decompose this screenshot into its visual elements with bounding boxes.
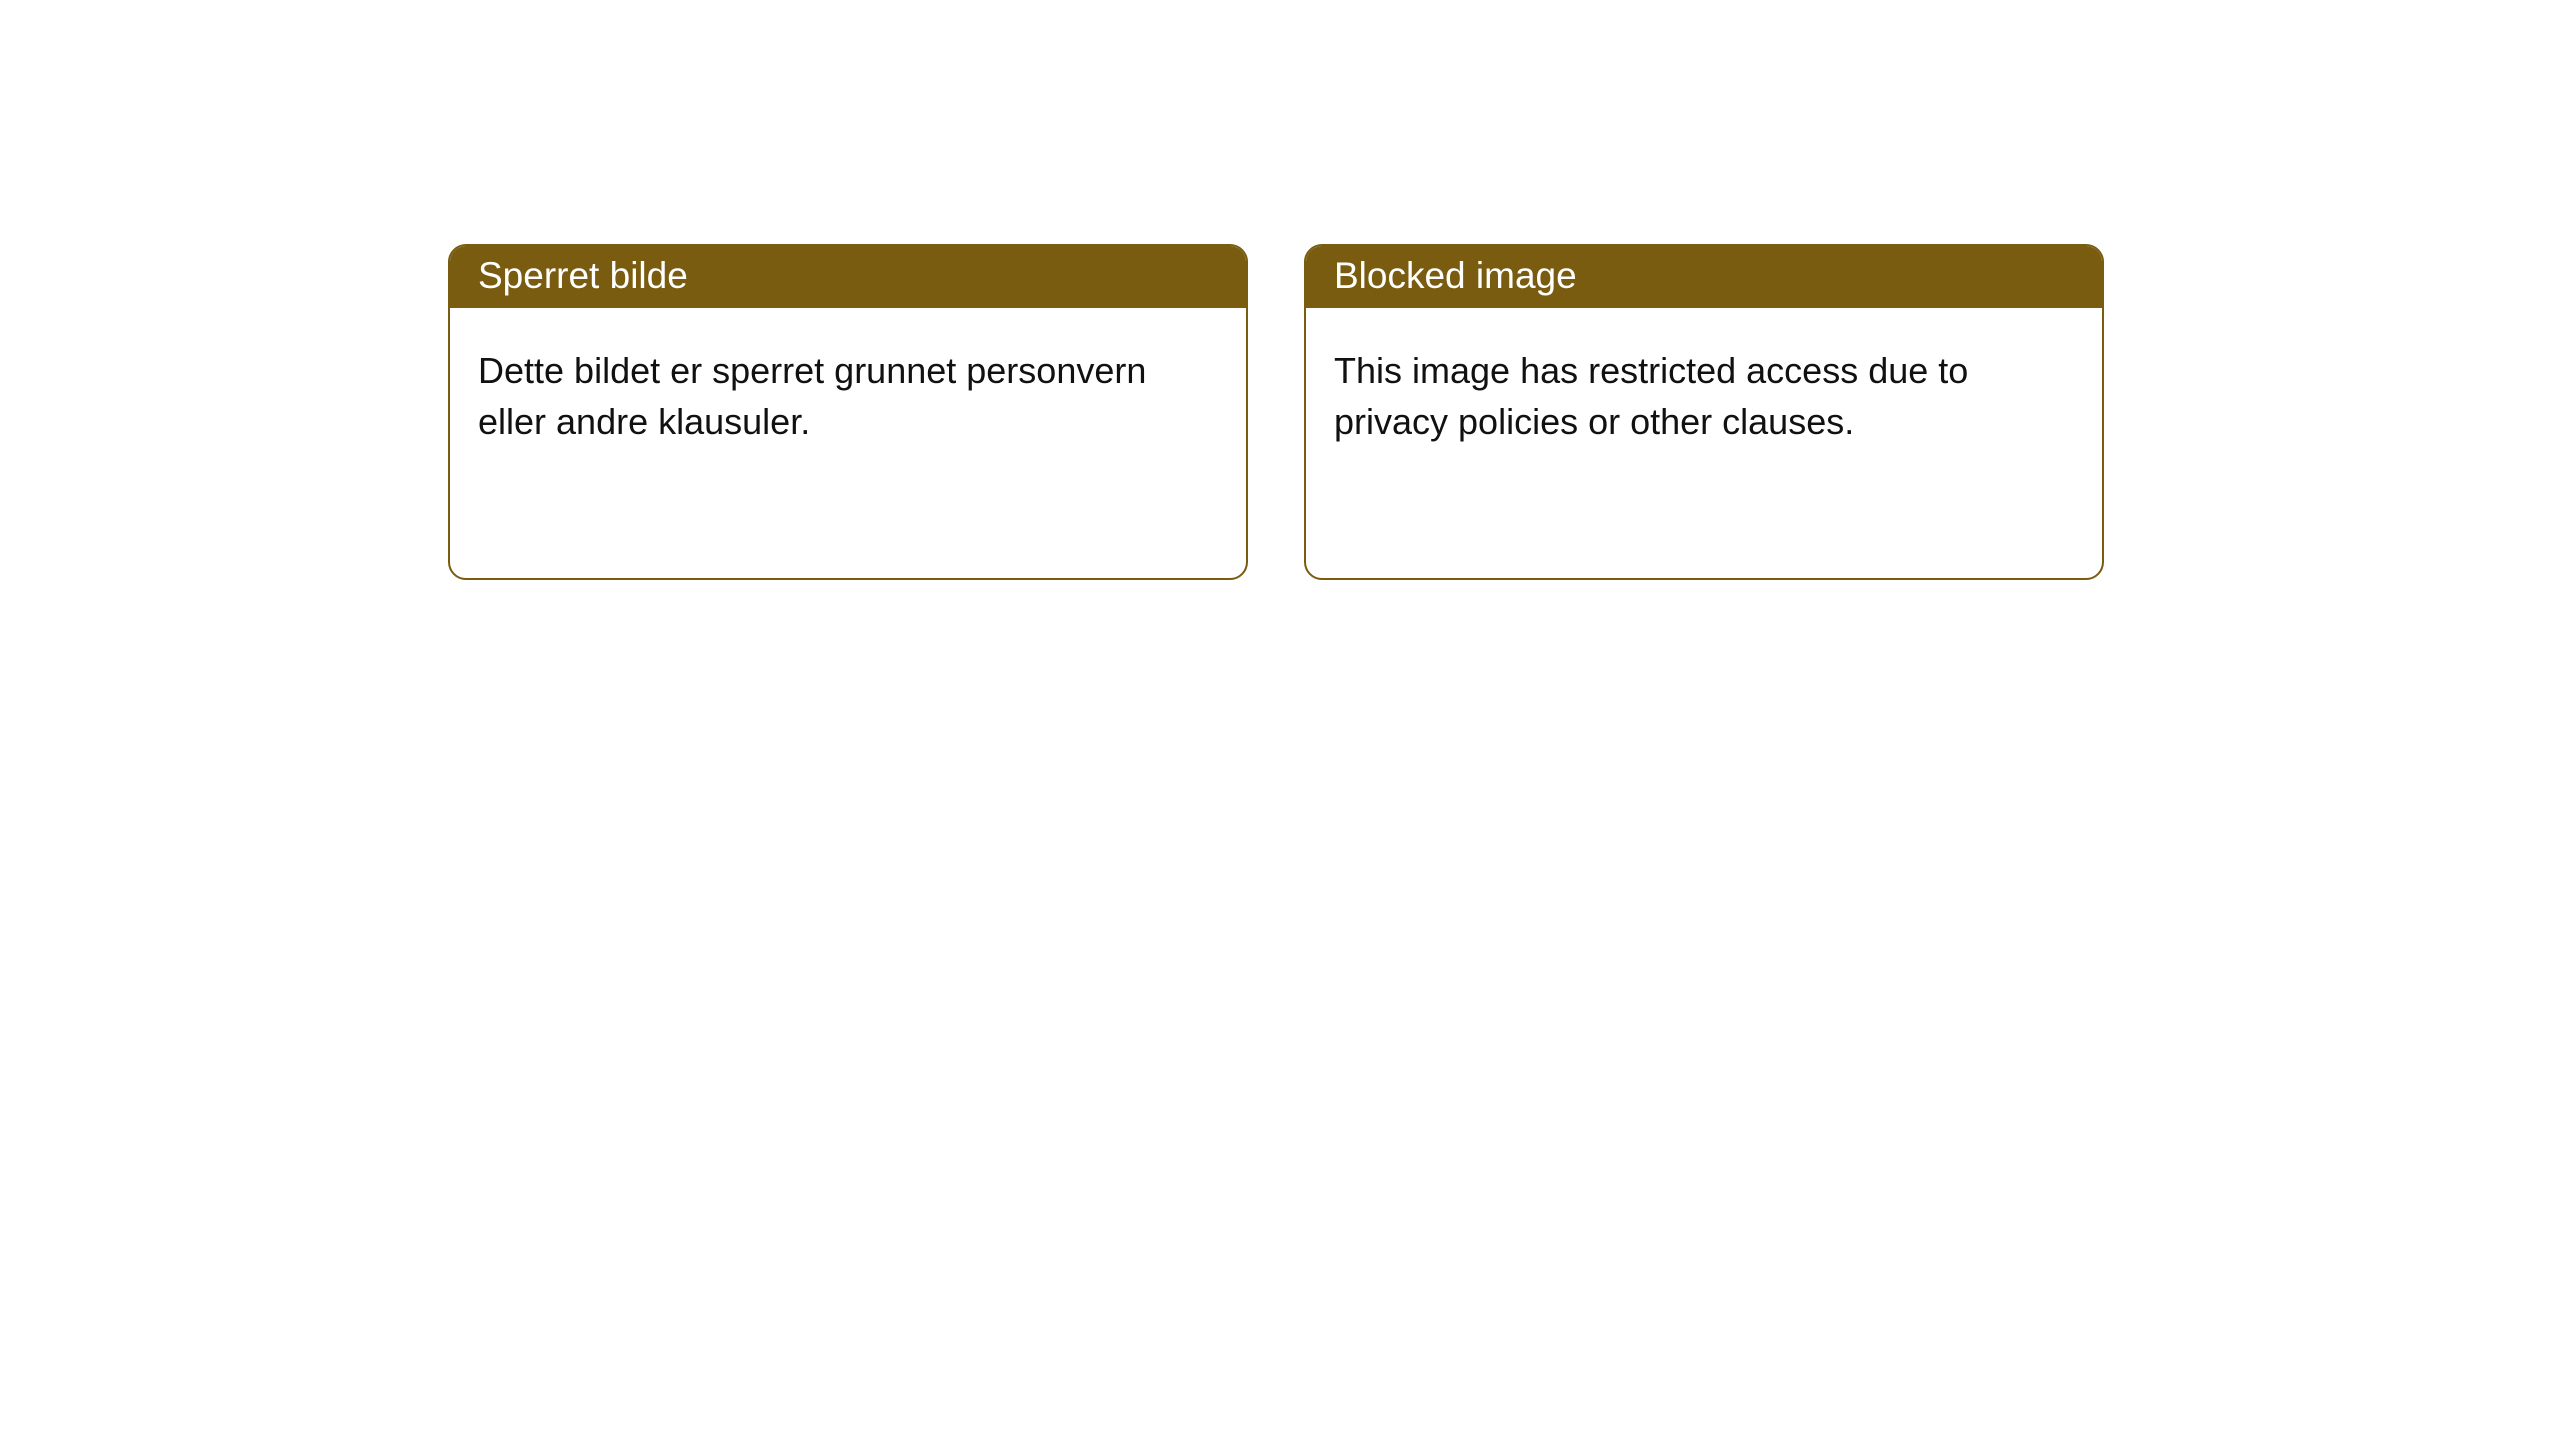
notice-header: Blocked image xyxy=(1306,246,2102,308)
notice-body: This image has restricted access due to … xyxy=(1306,308,2102,475)
notice-text: Dette bildet er sperret grunnet personve… xyxy=(478,350,1146,441)
notice-container: Sperret bilde Dette bildet er sperret gr… xyxy=(0,0,2560,580)
notice-body: Dette bildet er sperret grunnet personve… xyxy=(450,308,1246,475)
notice-text: This image has restricted access due to … xyxy=(1334,350,1968,441)
notice-box-english: Blocked image This image has restricted … xyxy=(1304,244,2104,580)
notice-title: Blocked image xyxy=(1334,255,1577,296)
notice-title: Sperret bilde xyxy=(478,255,688,296)
notice-box-norwegian: Sperret bilde Dette bildet er sperret gr… xyxy=(448,244,1248,580)
notice-header: Sperret bilde xyxy=(450,246,1246,308)
